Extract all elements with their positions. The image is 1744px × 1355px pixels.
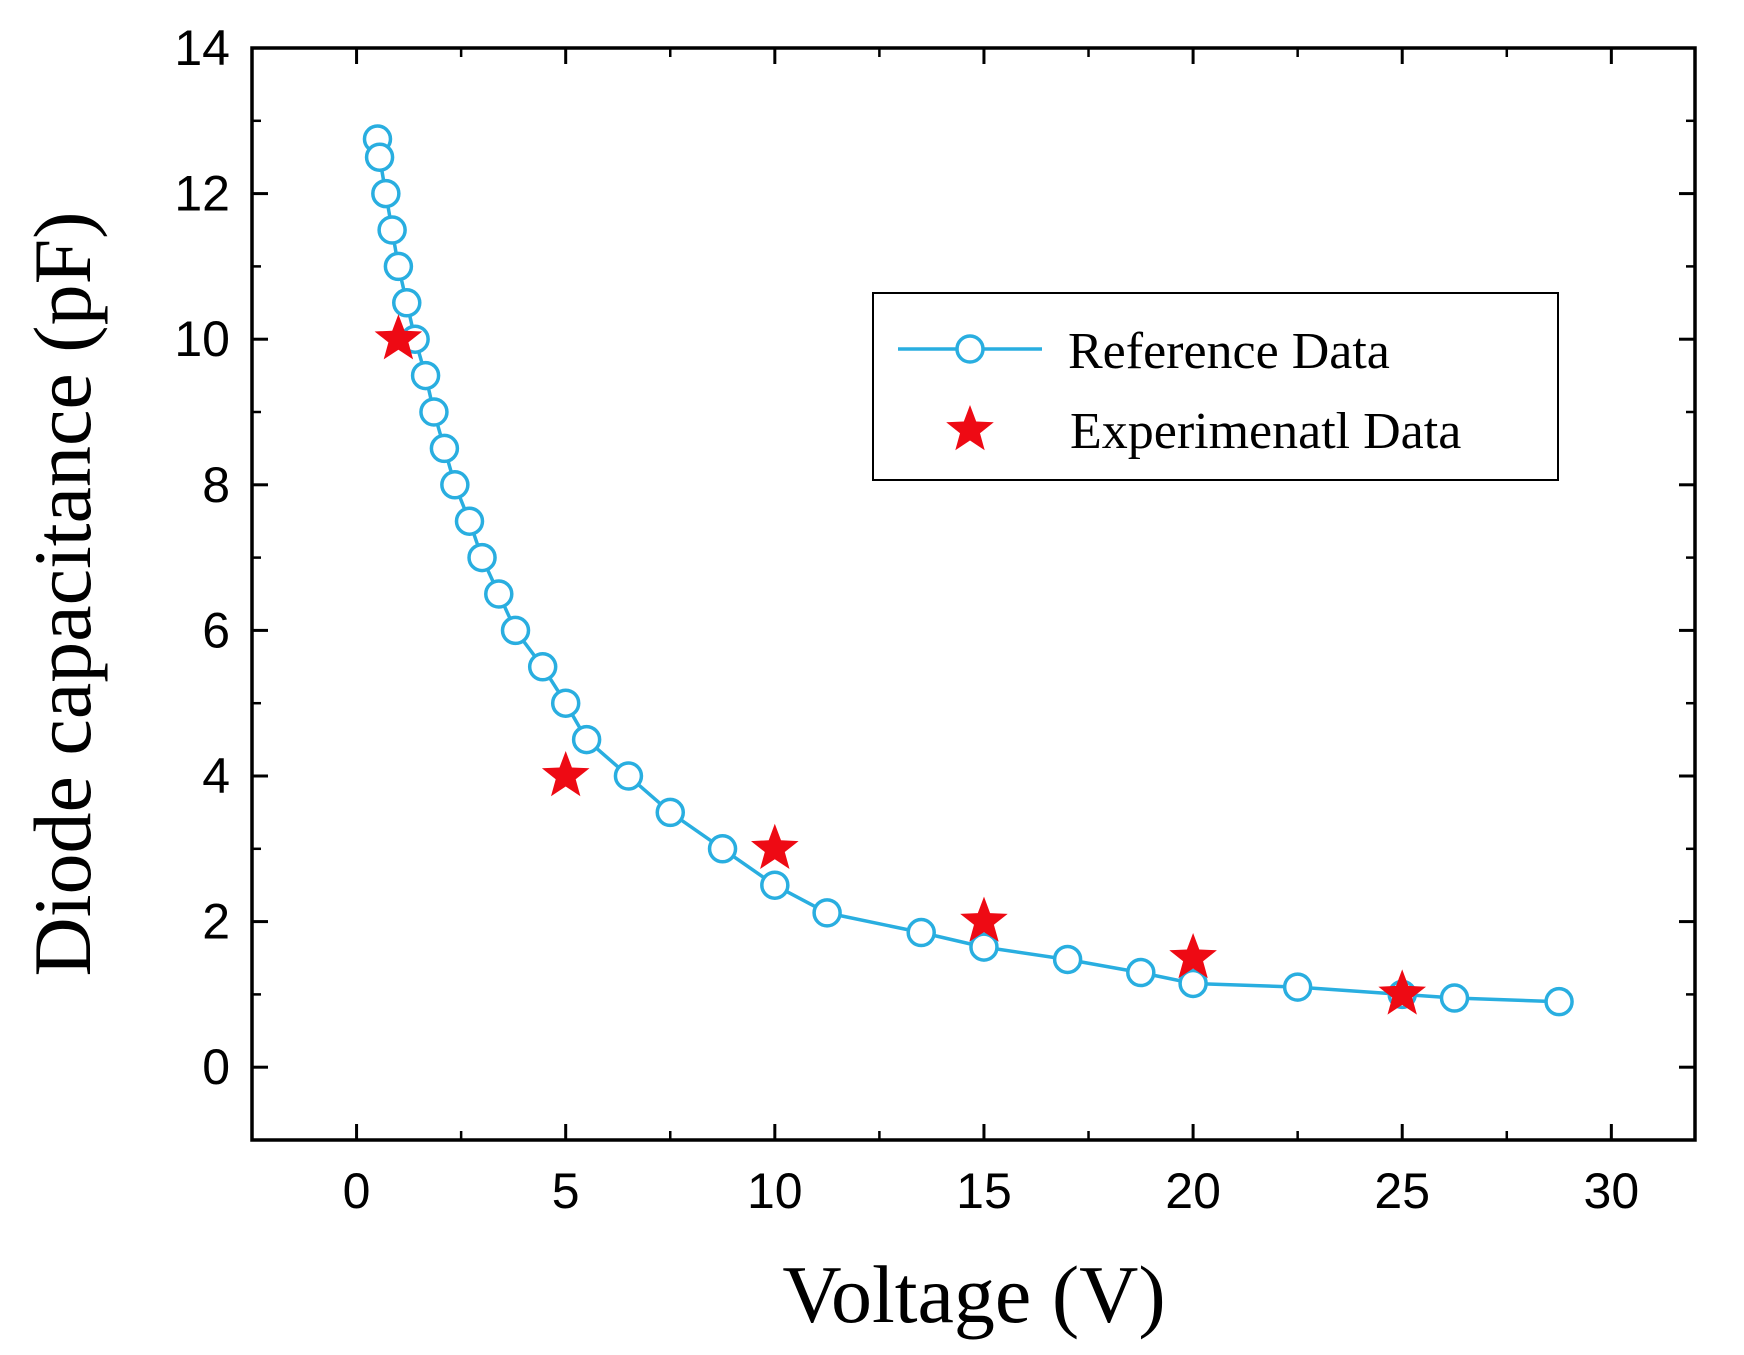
x-tick-label: 15 [956, 1163, 1012, 1219]
x-tick-label: 30 [1584, 1163, 1640, 1219]
reference-data-point [383, 251, 414, 282]
reference-data-point [906, 917, 936, 948]
reference-data-point [1544, 986, 1574, 1017]
reference-data-point [1052, 944, 1083, 975]
x-tick-label: 25 [1374, 1163, 1430, 1219]
reference-data-point [1282, 972, 1313, 1002]
y-tick-label: 4 [202, 748, 230, 804]
reference-data-point [707, 834, 738, 864]
x-tick-labels: 0 5 10 15 20 25 30 [343, 1163, 1640, 1219]
reference-data-point [484, 579, 514, 609]
reference-data-point [550, 688, 581, 718]
x-tick-label: 10 [747, 1163, 803, 1219]
reference-data-point [655, 797, 686, 828]
experimental-data-point [1378, 969, 1426, 1015]
reference-data-point [760, 870, 790, 900]
reference-data-point [613, 761, 644, 791]
x-tick-label: 0 [343, 1163, 371, 1219]
reference-data-point [571, 724, 602, 755]
y-tick-label: 6 [202, 602, 230, 658]
reference-data-point [392, 288, 422, 318]
y-axis-title: Diode capacitance (pF) [17, 212, 108, 977]
legend-label-experimental-data: Experimenatl Data [1070, 403, 1461, 460]
x-tick-label: 5 [552, 1163, 580, 1219]
y-tick-label: 2 [202, 894, 230, 950]
reference-data-point [1126, 957, 1156, 988]
reference-data-point [527, 652, 558, 682]
legend-experimental-data-marker [946, 405, 994, 451]
legend-reference-circle [955, 334, 985, 364]
experimental-data-point [751, 823, 799, 869]
legend-reference-data-marker [898, 334, 1042, 364]
reference-data-point [410, 360, 441, 391]
legend-experimental-star [946, 405, 994, 451]
reference-data-point [364, 142, 395, 172]
y-tick-label: 12 [174, 166, 230, 222]
experimental-data-point [960, 896, 1008, 942]
reference-data-point [371, 178, 401, 209]
reference-data-point [1439, 983, 1470, 1013]
legend: Reference Data Experimenatl Data [872, 292, 1559, 481]
y-tick-labels: 0 2 4 6 8 10 12 14 [174, 20, 230, 1095]
reference-data-point [1178, 968, 1208, 999]
experimental-data-point [541, 751, 590, 797]
axis-ticks [252, 46, 1695, 1142]
experimental-data-point [374, 314, 423, 360]
reference-data-point [812, 898, 842, 928]
reference-data-point [419, 397, 449, 427]
y-tick-label: 10 [174, 311, 230, 367]
experimental-data-series [374, 314, 1426, 1015]
x-axis-title: Voltage (V) [782, 1249, 1165, 1340]
experimental-data-point [1169, 933, 1217, 979]
reference-data-point [500, 615, 531, 646]
reference-data-point [429, 433, 460, 464]
reference-data-point [377, 215, 407, 245]
y-tick-label: 14 [174, 20, 230, 76]
reference-data-point [454, 506, 485, 536]
legend-box [872, 292, 1559, 481]
reference-data-series [362, 124, 1574, 1017]
reference-data-point [969, 932, 999, 962]
legend-label-reference-data: Reference Data [1068, 323, 1390, 380]
reference-data-point [467, 542, 497, 573]
plot-frame [250, 46, 1697, 1142]
y-tick-label: 8 [202, 457, 230, 513]
reference-data-point [440, 470, 470, 500]
x-tick-label: 20 [1165, 1163, 1221, 1219]
reference-data-line [375, 138, 1560, 1004]
y-tick-label: 0 [202, 1039, 230, 1095]
